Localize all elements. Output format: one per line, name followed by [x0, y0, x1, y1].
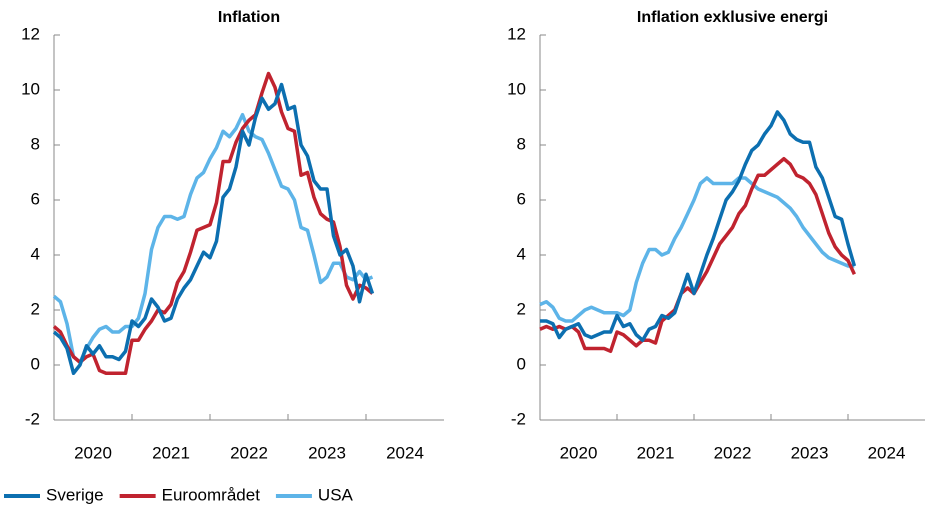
y-tick-label: 0	[31, 354, 40, 373]
y-tick-label: -2	[25, 409, 40, 428]
y-tick-label: 8	[31, 134, 40, 153]
y-tick-label: 12	[21, 24, 40, 43]
x-tick-label: 2022	[230, 443, 268, 462]
legend-label: Euroområdet	[162, 485, 261, 504]
series-line	[52, 71, 374, 375]
x-tick-label: 2022	[714, 443, 752, 462]
y-tick-label: 6	[31, 189, 40, 208]
y-tick-label: 12	[507, 24, 526, 43]
x-tick-label: 2023	[791, 443, 829, 462]
y-tick-label: 6	[517, 189, 526, 208]
x-tick-label: 2020	[74, 443, 112, 462]
y-tick-label: 10	[21, 79, 40, 98]
x-tick-label: 2020	[560, 443, 598, 462]
chart-title: Inflation exklusive energi	[637, 9, 828, 26]
y-tick-label: 8	[517, 134, 526, 153]
series-line	[52, 82, 375, 375]
y-tick-label: 2	[517, 299, 526, 318]
chart-title: Inflation	[218, 9, 280, 26]
series-line	[540, 110, 857, 342]
x-tick-label: 2024	[386, 443, 424, 462]
y-tick-label: -2	[511, 409, 526, 428]
y-tick-label: 10	[507, 79, 526, 98]
y-tick-label: 4	[31, 244, 40, 263]
x-tick-label: 2021	[637, 443, 675, 462]
x-tick-label: 2021	[152, 443, 190, 462]
legend-label: USA	[318, 485, 354, 504]
series-line	[539, 176, 855, 323]
x-tick-label: 2023	[308, 443, 346, 462]
y-tick-label: 0	[517, 354, 526, 373]
y-tick-label: 2	[31, 299, 40, 318]
legend-label: Sverige	[46, 485, 104, 504]
y-tick-label: 4	[517, 244, 526, 263]
x-tick-label: 2024	[868, 443, 906, 462]
series-line	[52, 113, 374, 364]
